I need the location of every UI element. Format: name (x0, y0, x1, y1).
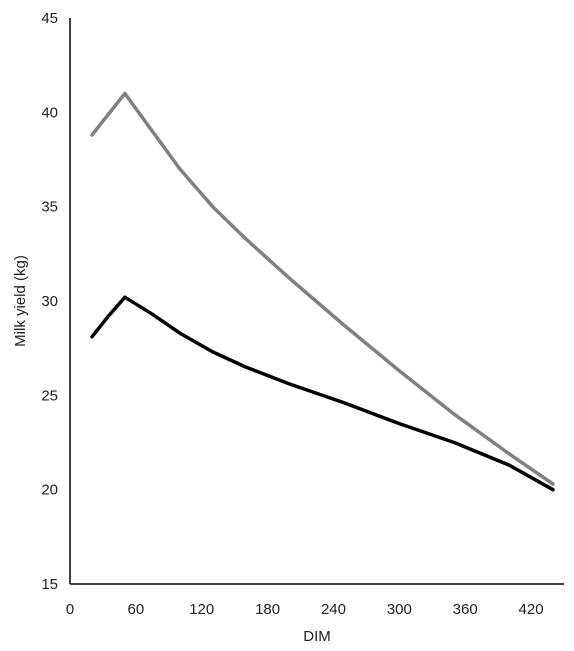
y-tick-label: 20 (41, 482, 58, 499)
y-axis-label: Milk yield (kg) (12, 255, 29, 347)
x-tick-label: 240 (321, 601, 346, 618)
series-lines (90, 91, 555, 492)
x-tick-label: 180 (255, 601, 280, 618)
y-tick-label: 45 (41, 10, 58, 27)
series-line-1 (90, 91, 555, 486)
series-line-2 (90, 295, 555, 492)
axes (69, 18, 564, 585)
y-tick-label: 35 (41, 199, 58, 216)
x-tick-label: 0 (66, 601, 74, 618)
x-tick-label: 360 (453, 601, 478, 618)
y-tick-label: 25 (41, 387, 58, 404)
x-axis-label: DIM (303, 628, 331, 645)
x-tick-label: 300 (387, 601, 412, 618)
tick-labels: 15 20 25 30 35 40 45 0 60 120 180 240 300 360 420 (41, 10, 543, 618)
y-tick-label: 30 (41, 293, 58, 310)
x-tick-label: 60 (128, 601, 145, 618)
y-tick-label: 15 (41, 576, 58, 593)
y-tick-label: 40 (41, 104, 58, 121)
x-tick-label: 420 (519, 601, 544, 618)
x-tick-label: 120 (189, 601, 214, 618)
